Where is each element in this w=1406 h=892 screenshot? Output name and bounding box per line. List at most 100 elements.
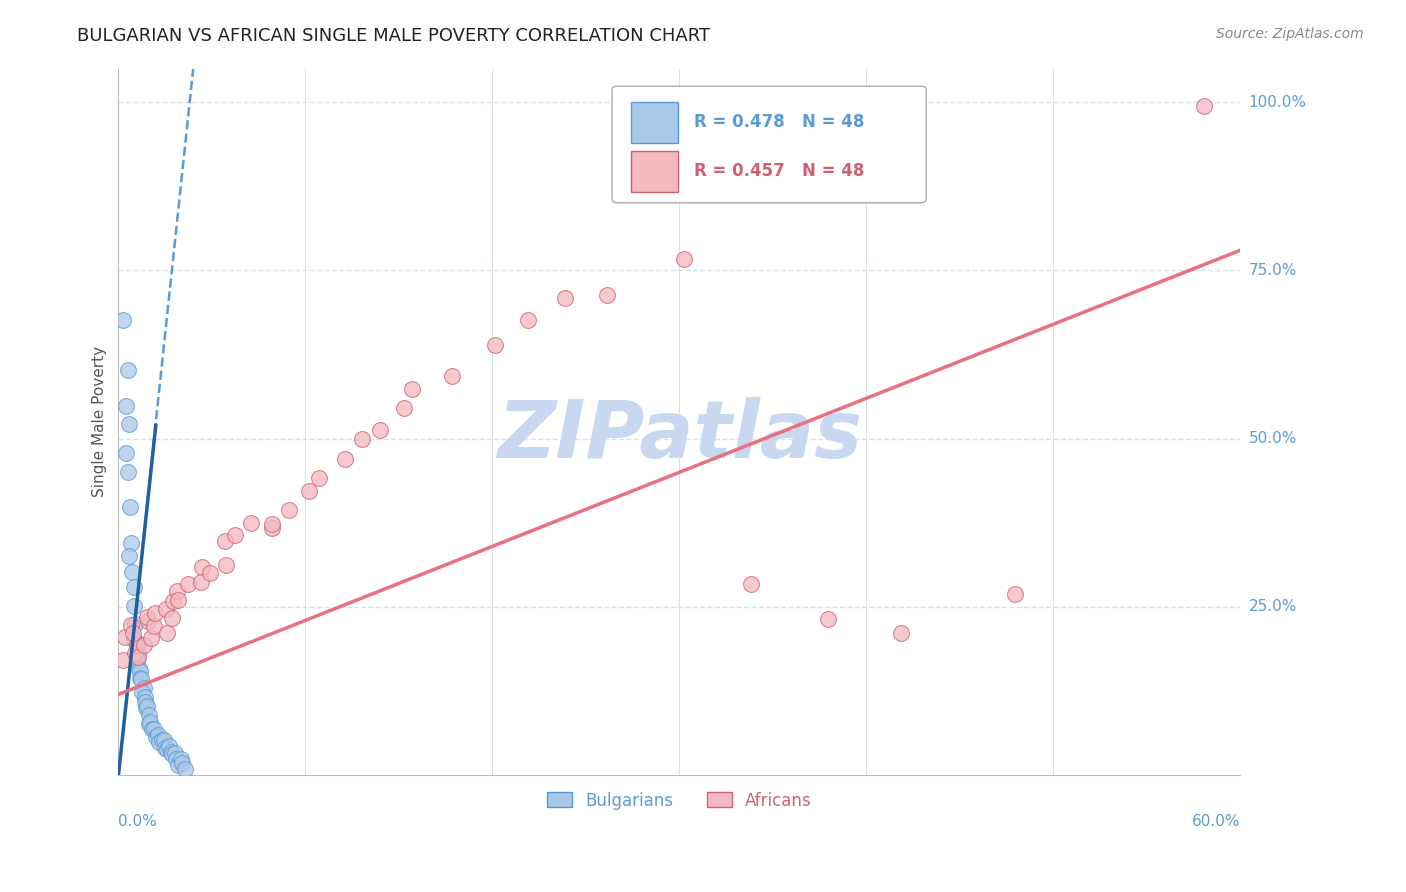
Point <box>111 653 134 667</box>
Point <box>153 741 176 756</box>
Text: 50.0%: 50.0% <box>1249 431 1296 446</box>
Text: 100.0%: 100.0% <box>1249 95 1306 110</box>
Text: 25.0%: 25.0% <box>1249 599 1296 615</box>
Point <box>117 363 139 377</box>
Point <box>139 715 162 730</box>
Point <box>740 577 762 591</box>
Y-axis label: Single Male Poverty: Single Male Poverty <box>93 346 107 498</box>
FancyBboxPatch shape <box>631 152 678 192</box>
Point <box>190 574 212 589</box>
Point <box>177 577 200 591</box>
Point <box>121 565 143 579</box>
Text: 0.0%: 0.0% <box>118 814 157 829</box>
Point <box>118 417 141 432</box>
Point <box>118 500 141 514</box>
Point <box>156 625 179 640</box>
Point <box>141 723 163 737</box>
Point <box>124 632 146 647</box>
Point <box>298 484 321 499</box>
Text: R = 0.478   N = 48: R = 0.478 N = 48 <box>695 112 865 130</box>
Point <box>170 756 193 771</box>
Point <box>120 617 142 632</box>
Point <box>392 401 415 416</box>
Point <box>125 639 148 653</box>
Point <box>155 602 177 616</box>
Point <box>124 646 146 660</box>
FancyBboxPatch shape <box>631 102 678 143</box>
Point <box>135 610 157 624</box>
Point <box>308 471 330 485</box>
Point <box>224 527 246 541</box>
Point <box>214 533 236 548</box>
Point <box>167 757 190 772</box>
Point <box>125 636 148 650</box>
Text: R = 0.457   N = 48: R = 0.457 N = 48 <box>695 162 865 180</box>
Point <box>239 516 262 530</box>
Point <box>142 619 165 633</box>
Point <box>118 549 141 563</box>
Point <box>135 699 157 714</box>
Point <box>134 690 156 704</box>
Point <box>132 638 155 652</box>
Point <box>138 707 160 722</box>
Point <box>136 615 159 629</box>
Point <box>817 612 839 626</box>
Point <box>160 611 183 625</box>
Point <box>554 291 576 305</box>
Text: 75.0%: 75.0% <box>1249 263 1296 278</box>
Point <box>150 732 173 747</box>
Point <box>142 723 165 737</box>
Point <box>120 536 142 550</box>
Point <box>131 685 153 699</box>
Point <box>484 338 506 352</box>
Point <box>198 566 221 581</box>
Point <box>134 695 156 709</box>
Point <box>159 745 181 759</box>
Point <box>122 625 145 640</box>
Point <box>138 716 160 731</box>
Point <box>516 312 538 326</box>
Point <box>162 747 184 761</box>
Point <box>1004 587 1026 601</box>
Point <box>127 650 149 665</box>
Point <box>148 735 170 749</box>
Point <box>132 681 155 695</box>
Point <box>1192 99 1215 113</box>
Point <box>114 630 136 644</box>
Point <box>124 617 146 632</box>
Point <box>890 625 912 640</box>
Point <box>143 606 166 620</box>
Point <box>156 741 179 756</box>
Point <box>125 653 148 667</box>
Point <box>122 599 145 613</box>
Text: 60.0%: 60.0% <box>1192 814 1240 829</box>
Point <box>169 752 191 766</box>
Point <box>135 701 157 715</box>
Point <box>129 672 152 686</box>
Point <box>368 423 391 437</box>
Point <box>215 558 238 573</box>
Text: BULGARIAN VS AFRICAN SINGLE MALE POVERTY CORRELATION CHART: BULGARIAN VS AFRICAN SINGLE MALE POVERTY… <box>77 27 710 45</box>
Legend: Bulgarians, Africans: Bulgarians, Africans <box>540 785 818 816</box>
Point <box>191 559 214 574</box>
Point <box>128 662 150 676</box>
Point <box>350 432 373 446</box>
Point <box>145 730 167 744</box>
Point <box>333 452 356 467</box>
Point <box>162 594 184 608</box>
Point <box>260 517 283 532</box>
Text: Source: ZipAtlas.com: Source: ZipAtlas.com <box>1216 27 1364 41</box>
Point <box>139 631 162 645</box>
Point <box>401 382 423 396</box>
Point <box>673 252 696 266</box>
Text: ZIPatlas: ZIPatlas <box>496 397 862 475</box>
Point <box>173 762 195 776</box>
Point <box>278 502 301 516</box>
Point <box>129 671 152 685</box>
Point <box>115 445 138 459</box>
Point <box>165 752 187 766</box>
Point <box>153 732 176 747</box>
Point <box>596 288 619 302</box>
Point <box>163 746 186 760</box>
Point <box>112 312 135 326</box>
